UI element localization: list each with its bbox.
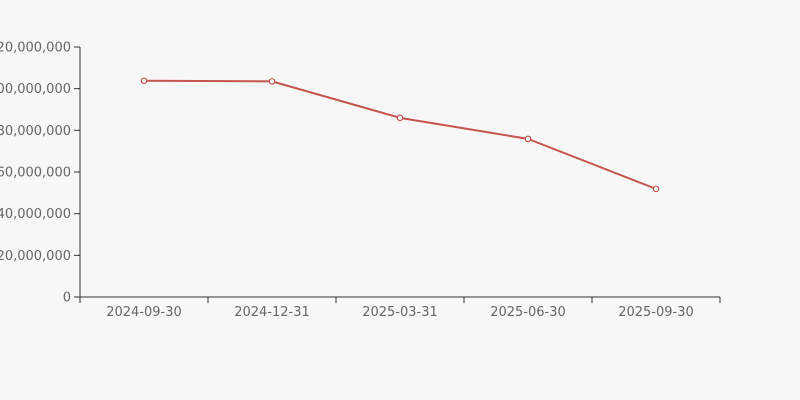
x-axis-label: 2025-03-31 [362,305,438,320]
data-point-marker [652,185,660,193]
y-axis-label: 100,000,000 [0,82,71,97]
y-axis-label: 20,000,000 [0,249,71,264]
data-point-marker [524,135,532,143]
x-axis-label: 2024-09-30 [106,305,182,320]
y-axis-label: 80,000,000 [0,124,71,139]
x-axis-label: 2025-06-30 [490,305,566,320]
data-point-marker [268,78,276,85]
x-axis-label: 2025-09-30 [618,305,694,320]
x-axis-label: 2024-12-31 [234,305,310,320]
y-axis-label: 0 [63,291,71,306]
y-axis-label: 120,000,000 [0,41,71,56]
data-point-marker [140,77,148,85]
data-point-marker [396,114,404,122]
y-axis-label: 40,000,000 [0,207,71,222]
y-axis-label: 60,000,000 [0,166,71,181]
